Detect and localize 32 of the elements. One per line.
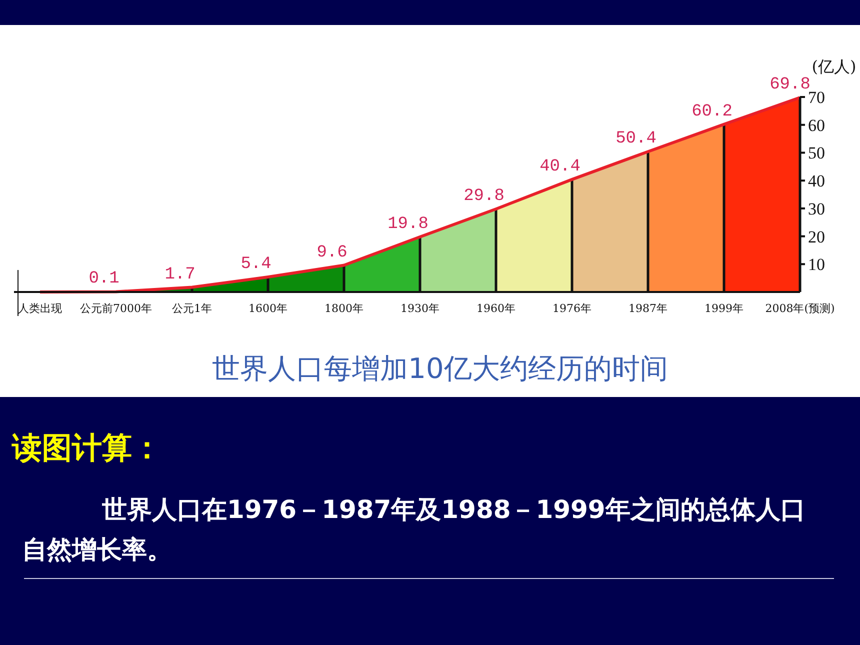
- text: 世界人口在1976－1987年及1988－1999年之间的总体人口自然增长率。: [22, 494, 806, 566]
- y-tick-label: 70: [808, 88, 825, 107]
- data-label: 60.2: [692, 102, 732, 122]
- x-tick-label: 1999年: [704, 302, 744, 315]
- y-tick-label: 20: [808, 227, 825, 246]
- x-tick-label: 公元前7000年: [80, 302, 152, 315]
- y-tick-label: 10: [808, 255, 825, 274]
- data-label: 0.1: [88, 270, 120, 289]
- text: 世界人口每增加10亿大约经历的时间: [212, 352, 668, 385]
- data-label: 9.6: [316, 243, 348, 262]
- data-label: 40.4: [540, 157, 580, 176]
- x-tick-label: 1960年: [476, 302, 516, 315]
- data-label: 5.4: [240, 254, 272, 274]
- y-axis-title: (亿人): [812, 57, 856, 76]
- y-tick-label: 60: [808, 116, 825, 135]
- y-tick-label: 50: [808, 144, 825, 163]
- data-label: 50.4: [616, 130, 656, 149]
- x-tick-label: 1987年: [628, 302, 668, 315]
- x-tick-label: 1976年: [552, 302, 592, 315]
- data-label: 1.7: [164, 265, 196, 284]
- y-tick-label: 40: [808, 172, 825, 191]
- text: 读图计算：: [12, 430, 162, 468]
- x-tick-label: 1930年: [400, 302, 440, 315]
- y-tick-label: 30: [808, 199, 825, 218]
- data-label: 69.8: [770, 76, 810, 95]
- x-tick-label: 1600年: [248, 302, 288, 315]
- x-tick-label: 公元1年: [172, 302, 212, 315]
- x-tick-label: 人类出现: [18, 302, 62, 315]
- data-label: 29.8: [464, 186, 504, 206]
- x-tick-label: 2008年(预测): [765, 302, 835, 315]
- data-label: 19.8: [388, 214, 428, 234]
- x-tick-label: 1800年: [324, 302, 364, 315]
